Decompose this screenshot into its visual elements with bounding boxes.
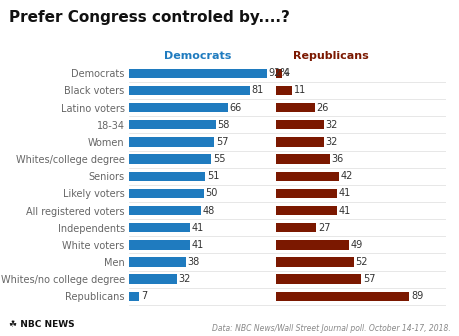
- Bar: [275, 171, 338, 181]
- Text: 26: 26: [316, 102, 328, 113]
- Text: 50: 50: [205, 188, 217, 198]
- Text: Data: NBC News/Wall Street Journal poll. October 14-17, 2018.: Data: NBC News/Wall Street Journal poll.…: [212, 324, 450, 333]
- Bar: [275, 257, 353, 267]
- Bar: [129, 257, 185, 267]
- Bar: [129, 120, 215, 129]
- Text: 58: 58: [217, 120, 229, 130]
- Bar: [275, 137, 323, 146]
- Text: 7: 7: [140, 291, 147, 301]
- Bar: [275, 240, 349, 250]
- Bar: [129, 103, 227, 112]
- Bar: [129, 275, 176, 284]
- Text: 41: 41: [191, 223, 204, 233]
- Bar: [129, 171, 205, 181]
- Text: 38: 38: [187, 257, 199, 267]
- Bar: [129, 154, 211, 164]
- Bar: [129, 240, 190, 250]
- Text: 41: 41: [191, 240, 204, 250]
- Text: 32: 32: [325, 137, 337, 147]
- Bar: [129, 206, 201, 215]
- Bar: [129, 292, 139, 301]
- Text: 52: 52: [355, 257, 367, 267]
- Text: 57: 57: [362, 274, 375, 284]
- Text: ☘ NBC NEWS: ☘ NBC NEWS: [9, 320, 75, 329]
- Text: 11: 11: [293, 85, 306, 95]
- Text: 81: 81: [251, 85, 263, 95]
- Bar: [129, 188, 203, 198]
- Text: Prefer Congress controled by....?: Prefer Congress controled by....?: [9, 10, 290, 25]
- Text: 92%: 92%: [268, 68, 289, 78]
- Text: 27: 27: [317, 223, 330, 233]
- Text: 42: 42: [340, 171, 352, 181]
- Bar: [275, 69, 281, 78]
- Text: Republicans: Republicans: [292, 51, 368, 61]
- Text: 89: 89: [410, 291, 422, 301]
- Bar: [129, 223, 190, 233]
- Bar: [275, 154, 329, 164]
- Bar: [275, 275, 361, 284]
- Bar: [275, 223, 316, 233]
- Bar: [275, 188, 337, 198]
- Text: 66: 66: [229, 102, 241, 113]
- Text: 55: 55: [213, 154, 225, 164]
- Bar: [275, 292, 409, 301]
- Bar: [129, 137, 214, 146]
- Text: 48: 48: [202, 206, 214, 215]
- Text: Democrats: Democrats: [164, 51, 231, 61]
- Bar: [275, 206, 337, 215]
- Bar: [129, 69, 266, 78]
- Bar: [275, 120, 323, 129]
- Text: 4: 4: [283, 68, 289, 78]
- Text: 32: 32: [178, 274, 190, 284]
- Text: 32: 32: [325, 120, 337, 130]
- Bar: [275, 103, 314, 112]
- Text: 57: 57: [215, 137, 228, 147]
- Bar: [275, 86, 292, 95]
- Text: 51: 51: [206, 171, 218, 181]
- Text: 41: 41: [338, 188, 350, 198]
- Bar: [129, 86, 250, 95]
- Text: 49: 49: [350, 240, 363, 250]
- Text: 36: 36: [330, 154, 343, 164]
- Text: 41: 41: [338, 206, 350, 215]
